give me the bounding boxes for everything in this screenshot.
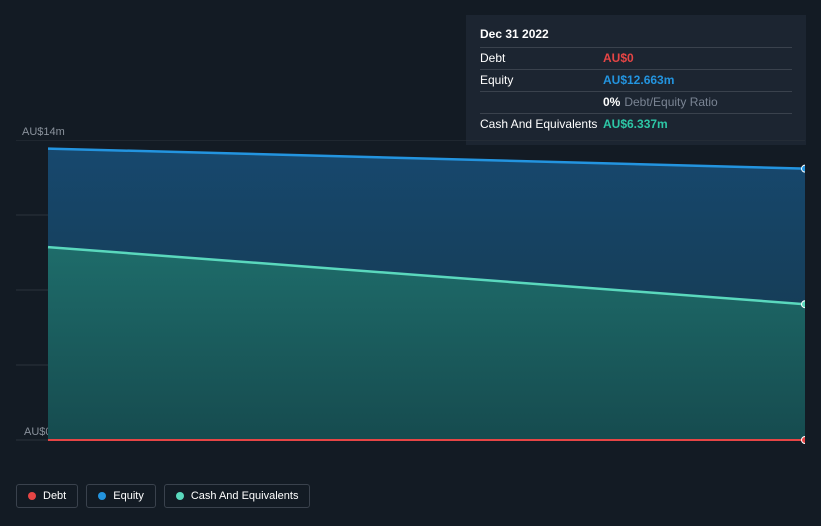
legend-label: Debt — [43, 490, 66, 502]
ratio-suffix: Debt/Equity Ratio — [624, 95, 717, 109]
tooltip-row-debt: Debt AU$0 — [480, 48, 792, 70]
legend: Debt Equity Cash And Equivalents — [16, 484, 310, 508]
tooltip-value-debt: AU$0 — [603, 50, 634, 67]
tooltip-value-ratio: 0% Debt/Equity Ratio — [603, 94, 718, 111]
tooltip-value-equity: AU$12.663m — [603, 72, 674, 89]
legend-item-equity[interactable]: Equity — [86, 484, 156, 508]
tooltip-date: Dec 31 2022 — [480, 23, 792, 48]
legend-label: Equity — [113, 490, 144, 502]
tooltip-label — [480, 94, 603, 111]
legend-item-debt[interactable]: Debt — [16, 484, 78, 508]
tooltip-label: Debt — [480, 50, 603, 67]
tooltip-row-ratio: 0% Debt/Equity Ratio — [480, 92, 792, 114]
tooltip-label: Equity — [480, 72, 603, 89]
y-axis-top-label: AU$14m — [22, 126, 65, 138]
legend-label: Cash And Equivalents — [191, 490, 299, 502]
legend-item-cash[interactable]: Cash And Equivalents — [164, 484, 311, 508]
tooltip-row-equity: Equity AU$12.663m — [480, 70, 792, 92]
swatch-debt — [28, 492, 36, 500]
swatch-cash — [176, 492, 184, 500]
chart-area: AU$14m AU$0 — [16, 120, 805, 450]
ratio-value: 0% — [603, 95, 620, 109]
swatch-equity — [98, 492, 106, 500]
chart-svg[interactable] — [16, 140, 805, 445]
